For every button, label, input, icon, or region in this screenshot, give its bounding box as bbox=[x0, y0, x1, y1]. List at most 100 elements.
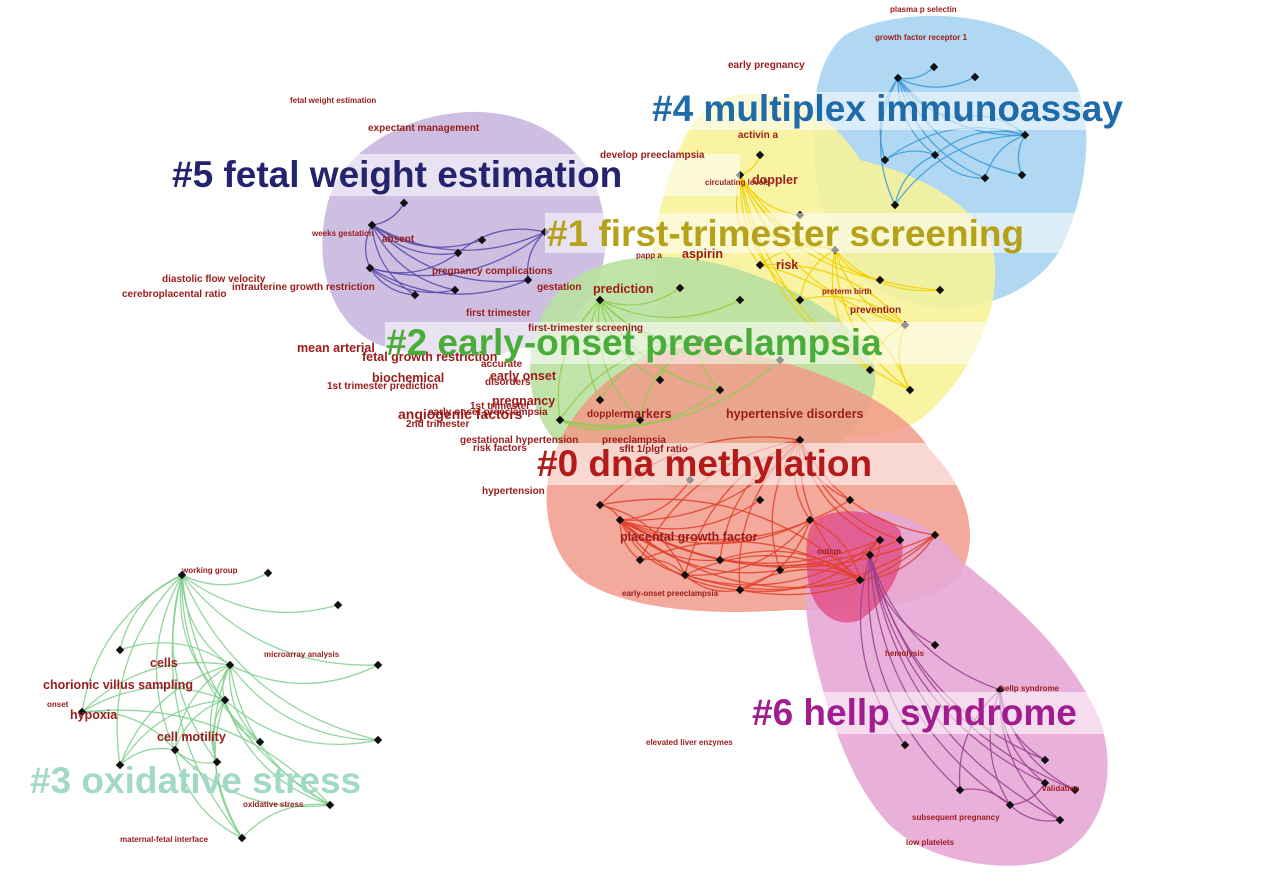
keyword-label: expectant management bbox=[368, 123, 480, 134]
keyword-node bbox=[523, 275, 533, 285]
network-edge bbox=[224, 699, 331, 806]
keyword-label: early pregnancy bbox=[728, 60, 805, 71]
network-edge bbox=[684, 519, 811, 576]
keyword-node bbox=[595, 295, 605, 305]
keyword-label: early onset preeclampsia bbox=[428, 407, 548, 418]
cluster-label-3: #3 oxidative stress bbox=[30, 760, 361, 801]
keyword-label: gestation bbox=[537, 282, 581, 293]
keyword-label: develop preeclampsia bbox=[600, 150, 705, 161]
network-edge bbox=[684, 554, 861, 581]
network-edge bbox=[894, 154, 936, 206]
keyword-label: prevention bbox=[850, 305, 901, 316]
keyword-label: preeclampsia bbox=[602, 435, 666, 446]
keyword-label: outcm bbox=[817, 547, 841, 556]
keyword-label: cerebroplacental ratio bbox=[122, 289, 226, 300]
keyword-node bbox=[263, 568, 273, 578]
keyword-label: doppler bbox=[587, 409, 624, 420]
network-edge bbox=[369, 267, 416, 296]
network-edge bbox=[371, 224, 459, 255]
network-edge bbox=[81, 687, 226, 713]
network-edge bbox=[619, 519, 881, 564]
keyword-label: angiogenic factors bbox=[398, 406, 523, 422]
band-c4 bbox=[650, 92, 1250, 130]
keyword-node bbox=[900, 740, 910, 750]
keyword-label: growth factor receptor 1 bbox=[875, 33, 968, 42]
network-edge bbox=[897, 76, 976, 88]
network-edge bbox=[739, 568, 861, 591]
network-edge bbox=[599, 498, 861, 581]
network-edge bbox=[834, 249, 941, 292]
network-edge bbox=[181, 574, 339, 613]
keyword-node bbox=[1005, 800, 1015, 810]
network-edge bbox=[859, 539, 881, 581]
cluster-label-5: #5 fetal weight estimation bbox=[172, 154, 622, 195]
keyword-node bbox=[845, 495, 855, 505]
keyword-label: intrauterine growth restriction bbox=[232, 282, 375, 293]
network-edge bbox=[229, 664, 379, 741]
network-edge bbox=[181, 574, 261, 743]
keyword-label: onset bbox=[47, 700, 69, 709]
network-edge bbox=[869, 554, 1001, 691]
network-edge bbox=[214, 699, 243, 839]
cluster-label-1: #1 first-trimester screening bbox=[547, 213, 1024, 254]
keyword-label: activin a bbox=[738, 130, 778, 141]
keyword-label: subsequent pregnancy bbox=[912, 813, 1000, 822]
keyword-label: 2nd trimester bbox=[406, 419, 469, 430]
keyword-node bbox=[795, 295, 805, 305]
keyword-node bbox=[905, 385, 915, 395]
network-edge bbox=[526, 231, 546, 281]
network-edge bbox=[884, 150, 936, 161]
keyword-node bbox=[875, 535, 885, 545]
keyword-label: doppler bbox=[752, 173, 798, 187]
keyword-node bbox=[365, 263, 375, 273]
network-edge bbox=[155, 574, 183, 751]
network-edge bbox=[894, 134, 1026, 206]
keyword-label: 1st trimester bbox=[470, 401, 530, 412]
keyword-label: hellp syndrome bbox=[1000, 684, 1060, 693]
network-edge bbox=[597, 299, 641, 421]
network-edge bbox=[859, 534, 936, 581]
network-edge bbox=[799, 295, 906, 326]
keyword-label: accurate bbox=[481, 359, 523, 370]
network-edge bbox=[181, 572, 269, 586]
keyword-label: elevated liver enzymes bbox=[646, 738, 733, 747]
network-edge bbox=[81, 709, 331, 806]
keyword-node bbox=[325, 800, 335, 810]
keyword-node bbox=[795, 435, 805, 445]
network-edge bbox=[934, 154, 986, 179]
network-edge bbox=[1017, 134, 1026, 176]
network-edge bbox=[371, 224, 529, 283]
keyword-label: cell motility bbox=[157, 730, 226, 744]
keyword-node bbox=[1040, 755, 1050, 765]
network-edge bbox=[181, 574, 379, 741]
keyword-node bbox=[955, 785, 965, 795]
network-edge bbox=[241, 803, 331, 839]
network-edge bbox=[174, 664, 231, 751]
keyword-label: diastolic flow velocity bbox=[162, 274, 266, 285]
keyword-node bbox=[935, 285, 945, 295]
keyword-node bbox=[865, 550, 875, 560]
network-edge bbox=[739, 534, 936, 596]
cluster-label-6: #6 hellp syndrome bbox=[752, 692, 1077, 733]
network-edge bbox=[884, 127, 1026, 161]
network-edge bbox=[224, 699, 379, 745]
network-edge bbox=[619, 519, 811, 545]
network-edge bbox=[867, 554, 961, 791]
network-edge bbox=[174, 749, 331, 808]
network-edge bbox=[457, 228, 546, 254]
network-edge bbox=[739, 539, 881, 593]
network-edge bbox=[369, 252, 459, 274]
keyword-node bbox=[735, 295, 745, 305]
keyword-node bbox=[373, 735, 383, 745]
network-edge bbox=[879, 77, 899, 206]
band-c2 bbox=[385, 322, 1005, 364]
network-edge bbox=[619, 499, 761, 530]
keyword-node bbox=[755, 495, 765, 505]
keyword-label: circulating levels bbox=[705, 178, 770, 187]
network-edge bbox=[619, 479, 691, 521]
network-edge bbox=[174, 749, 243, 839]
keyword-label: biochemical bbox=[372, 371, 444, 385]
network-edge bbox=[179, 574, 226, 701]
network-edge bbox=[619, 519, 721, 562]
